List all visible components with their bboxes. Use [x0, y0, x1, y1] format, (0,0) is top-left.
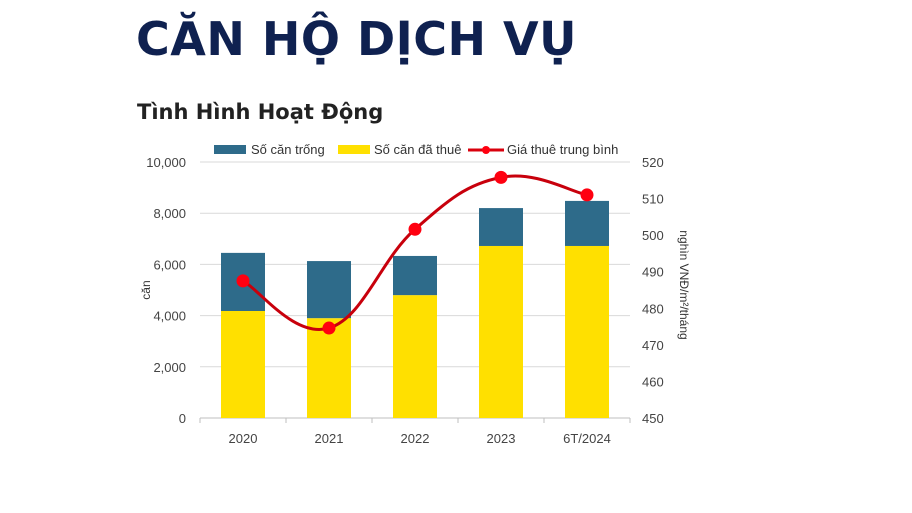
chart-subtitle: Tình Hình Hoạt Động — [137, 100, 384, 124]
bar-vacant — [393, 255, 437, 296]
y-tick-left: 2,000 — [153, 360, 186, 375]
bar-rented — [565, 245, 609, 418]
price-point — [408, 222, 422, 236]
x-tick-label: 2021 — [315, 431, 344, 446]
y-tick-right: 520 — [642, 155, 664, 170]
y-tick-right: 480 — [642, 301, 664, 316]
legend-swatch-vacant — [214, 145, 246, 154]
legend: Số căn trống Số căn đã thuê Giá thuê trung… — [214, 142, 618, 157]
page-title: CĂN HỘ DỊCH VỤ — [136, 12, 578, 66]
x-tick-label: 2020 — [229, 431, 258, 446]
x-tick-label: 2023 — [487, 431, 516, 446]
price-point — [494, 170, 508, 184]
y-tick-left: 10,000 — [146, 155, 186, 170]
y-axis-title-left: căn — [139, 280, 153, 299]
y-tick-right: 450 — [642, 411, 664, 426]
legend-label-rented: Số căn đã thuê — [374, 142, 461, 157]
price-point — [322, 321, 336, 335]
price-point — [236, 274, 250, 288]
y-tick-right: 470 — [642, 338, 664, 353]
y-axis-title-right: nghìn VNĐ/m²/tháng — [677, 230, 691, 339]
legend-label-price: Giá thuê trung bình — [507, 142, 618, 157]
price-point — [580, 188, 594, 202]
y-tick-left: 8,000 — [153, 206, 186, 221]
y-tick-right: 490 — [642, 265, 664, 280]
bars — [221, 200, 609, 418]
bar-rented — [393, 295, 437, 418]
y-tick-left: 6,000 — [153, 257, 186, 272]
y-tick-left: 0 — [179, 411, 186, 426]
bar-vacant — [307, 261, 351, 319]
bar-rented — [221, 310, 265, 418]
legend-swatch-rented — [338, 145, 370, 154]
y-tick-right: 500 — [642, 228, 664, 243]
x-tick-label: 6T/2024 — [563, 431, 611, 446]
y-tick-right: 460 — [642, 374, 664, 389]
bar-rented — [307, 318, 351, 418]
y-tick-right: 510 — [642, 192, 664, 207]
legend-marker-icon — [482, 146, 490, 154]
bar-rented — [479, 245, 523, 418]
bar-vacant — [479, 208, 523, 246]
y-tick-left: 4,000 — [153, 309, 186, 324]
bar-vacant — [565, 200, 609, 246]
price-line — [236, 170, 594, 335]
x-tick-label: 2022 — [401, 431, 430, 446]
axes: 0 2,000 4,000 6,000 8,000 10,000 450 460 470 480 4… — [139, 155, 691, 446]
legend-label-vacant: Số căn trống — [251, 142, 325, 157]
